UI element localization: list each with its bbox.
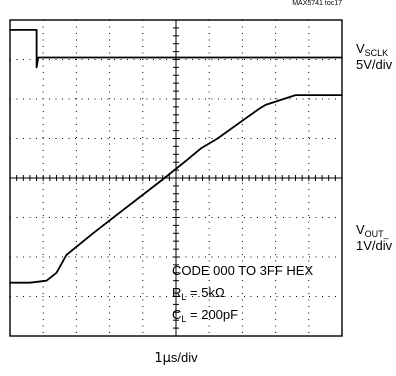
- x-axis-label: 1µs/div: [154, 350, 198, 366]
- annotation-rl: RL = 5kΩ: [172, 285, 225, 302]
- series-scale-vsclk: 5V/div: [356, 57, 393, 72]
- annotation-code: CODE 000 TO 3FF HEX: [172, 263, 313, 278]
- annotation-cl: CL = 200pF: [172, 307, 238, 324]
- figure-ref-label: MAX5741 toc17: [292, 0, 342, 7]
- traces: [9, 29, 343, 284]
- series-scale-vout: 1V/div: [356, 238, 393, 253]
- series-label-vout: VOUT_: [356, 222, 390, 239]
- grid: [10, 20, 342, 336]
- series-label-vsclk: VSCLK: [356, 41, 388, 58]
- trace-vsclk: [9, 29, 343, 69]
- trace-vout: [9, 94, 343, 284]
